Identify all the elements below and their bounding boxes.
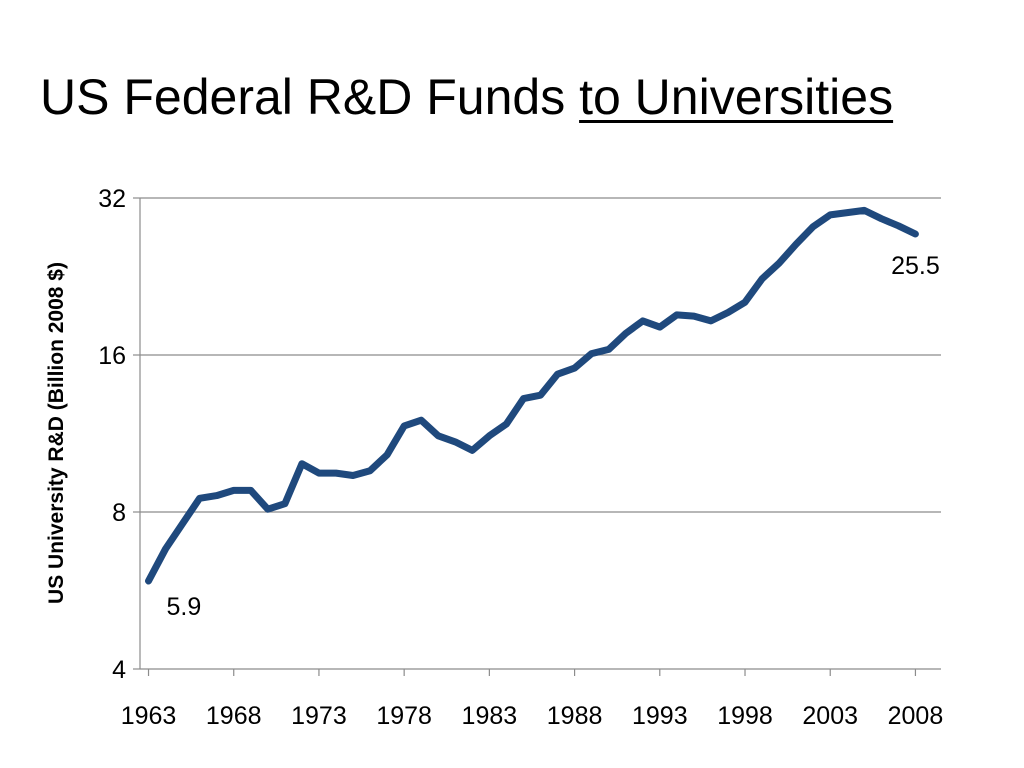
gridlines [140, 197, 941, 513]
y-axis-label: US University R&D (Billion 2008 $) [45, 262, 68, 604]
x-tick-label: 1968 [206, 702, 262, 730]
x-tick-label: 2008 [888, 702, 944, 730]
title-underlined-text: to Universities [579, 69, 894, 125]
x-tick-label: 1963 [121, 702, 177, 730]
data-label: 5.9 [167, 593, 202, 621]
x-tick-label: 1973 [291, 702, 347, 730]
x-tick-label: 1998 [717, 702, 773, 730]
x-tick-label: 1983 [462, 702, 518, 730]
data-label: 25.5 [891, 252, 940, 280]
slide-title: US Federal R&D Funds to Universities [40, 62, 1000, 132]
x-tick-label: 1978 [376, 702, 432, 730]
y-tick-label: 8 [112, 499, 126, 527]
x-tick-label: 1988 [547, 702, 603, 730]
series-line [145, 206, 919, 585]
annotations: 5.9 25.5 [167, 252, 940, 621]
axes [139, 198, 941, 670]
y-tick-label: 16 [98, 342, 126, 370]
x-tick-label: 1993 [632, 702, 688, 730]
series-group [145, 206, 919, 585]
x-tick-label: 2003 [802, 702, 858, 730]
x-tick-labels: 1963 1968 1973 1978 1983 1988 1993 1998 2003 2008 [121, 669, 944, 730]
y-tick-label: 32 [98, 185, 126, 213]
y-tick-label: 4 [112, 656, 126, 684]
title-main-text: US Federal R&D Funds [40, 69, 580, 125]
y-tick-labels: 4 8 16 32 [98, 185, 140, 684]
